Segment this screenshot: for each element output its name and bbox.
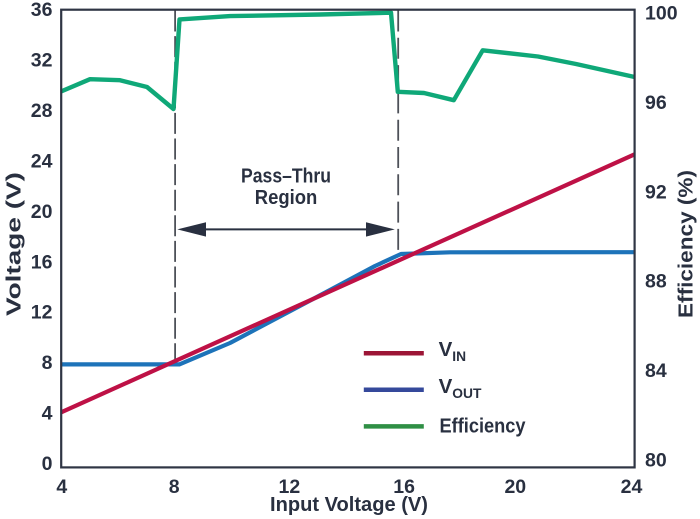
svg-text:84: 84	[645, 360, 667, 382]
svg-text:20: 20	[504, 476, 526, 498]
svg-text:Voltage (V): Voltage (V)	[4, 172, 26, 316]
svg-text:28: 28	[31, 100, 53, 122]
svg-text:16: 16	[393, 476, 415, 498]
svg-text:8: 8	[42, 352, 53, 374]
svg-text:Region: Region	[255, 186, 318, 209]
svg-text:IN: IN	[452, 349, 466, 364]
svg-text:12: 12	[279, 476, 301, 498]
svg-text:36: 36	[31, 0, 53, 21]
svg-text:4: 4	[56, 476, 67, 498]
svg-text:8: 8	[169, 476, 180, 498]
svg-text:16: 16	[31, 251, 53, 273]
svg-text:4: 4	[42, 403, 53, 425]
svg-text:88: 88	[645, 271, 667, 293]
svg-text:20: 20	[31, 201, 53, 223]
svg-text:Input Voltage (V): Input Voltage (V)	[270, 494, 428, 516]
svg-text:V: V	[439, 338, 453, 361]
svg-text:OUT: OUT	[452, 386, 482, 401]
svg-text:Efficiency: Efficiency	[440, 415, 527, 438]
svg-text:96: 96	[645, 92, 667, 114]
svg-text:100: 100	[645, 3, 678, 25]
svg-text:24: 24	[621, 476, 643, 498]
svg-text:Efficiency (%): Efficiency (%)	[676, 170, 698, 318]
svg-text:80: 80	[645, 449, 667, 471]
svg-text:0: 0	[42, 453, 53, 475]
svg-text:V: V	[439, 375, 453, 398]
svg-text:32: 32	[31, 50, 53, 72]
svg-text:92: 92	[645, 181, 667, 203]
svg-text:Pass–Thru: Pass–Thru	[241, 165, 331, 188]
svg-text:24: 24	[31, 150, 53, 172]
svg-text:12: 12	[31, 302, 53, 324]
